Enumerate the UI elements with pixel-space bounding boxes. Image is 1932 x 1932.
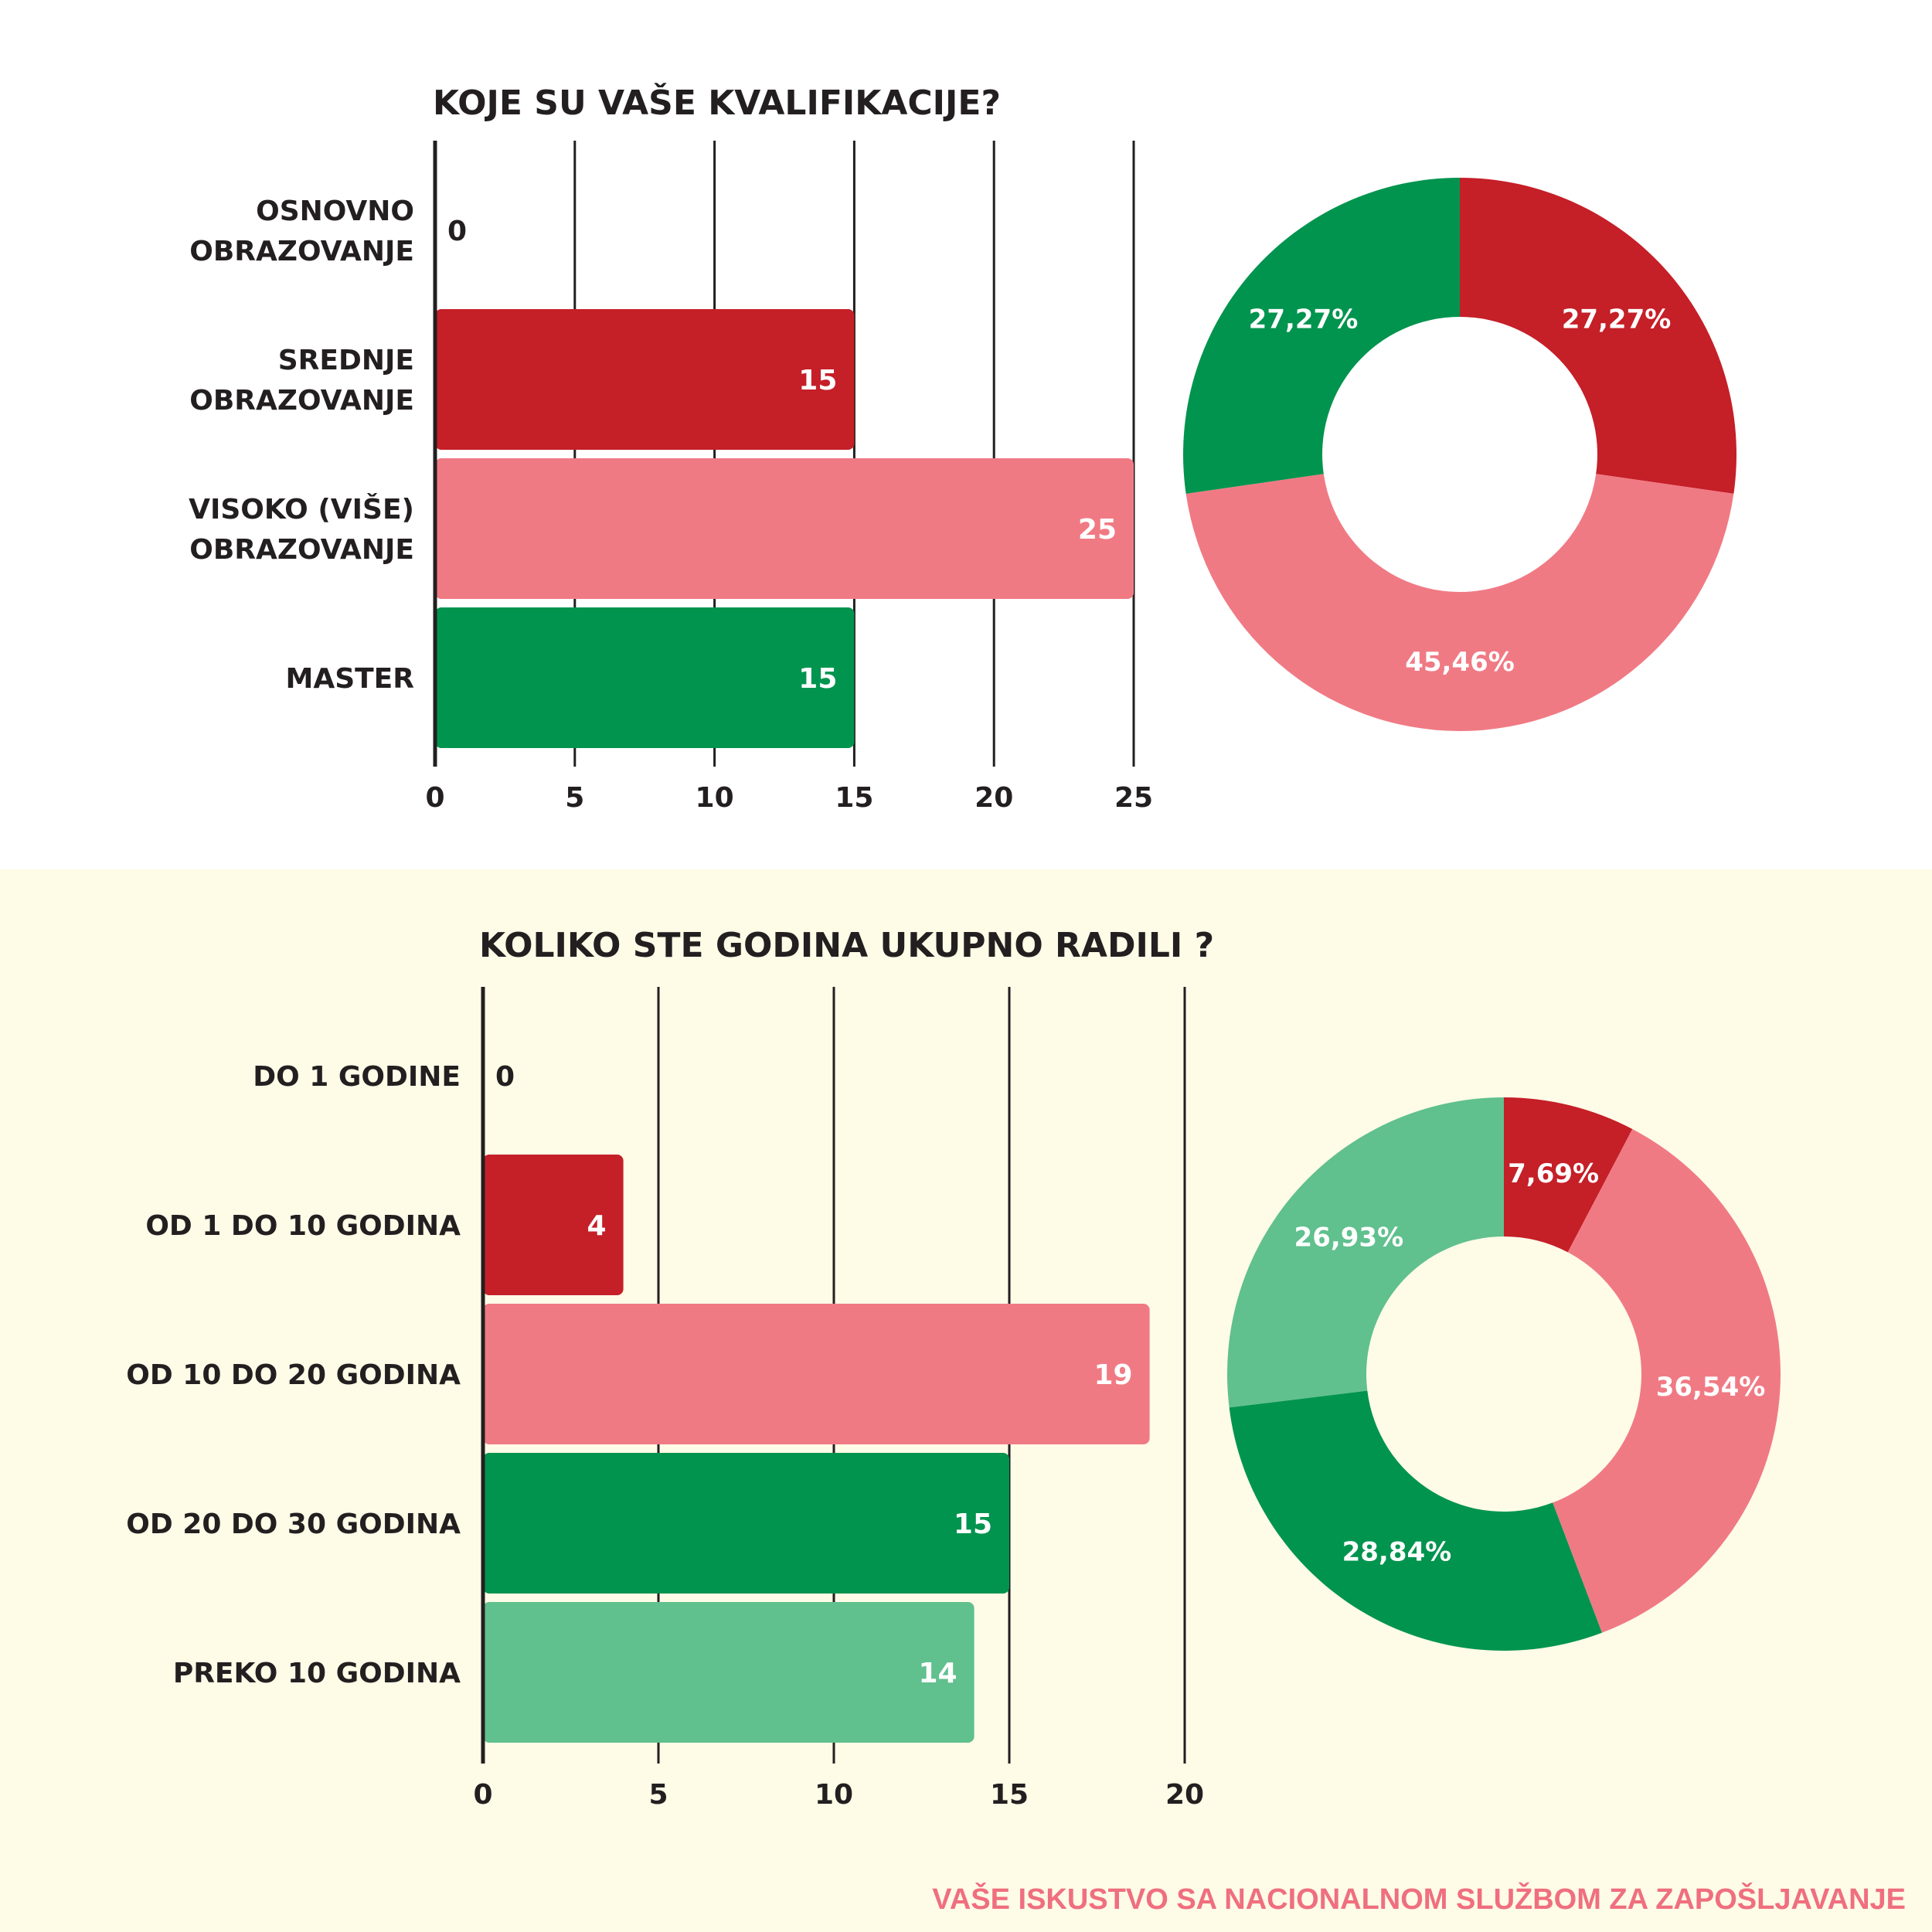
category-label: OBRAZOVANJE — [189, 534, 414, 566]
bar-value-label: 14 — [918, 1658, 957, 1689]
category-label: OD 1 DO 10 GODINA — [145, 1210, 461, 1242]
bar — [483, 1304, 1150, 1444]
donut-slice — [1504, 1097, 1633, 1253]
x-tick-label: 20 — [975, 782, 1013, 814]
bar-value-label: 0 — [447, 216, 467, 247]
bar-value-label: 19 — [1094, 1359, 1132, 1391]
bar-value-label: 15 — [798, 663, 837, 695]
x-tick-label: 20 — [1165, 1779, 1204, 1811]
qualifications-donut-chart: 27,27% 45,46% 27,27% — [1183, 178, 1736, 731]
work-years-bar-chart: KOLIKO STE GODINA UKUPNO RADILI ? 0 5 10 15 2… — [126, 926, 1214, 1811]
slice-percent-label: 28,84% — [1342, 1536, 1452, 1567]
bar-value-label: 4 — [587, 1210, 607, 1242]
donut-slice — [1229, 1390, 1602, 1651]
category-label: MASTER — [286, 663, 414, 695]
x-tick-label: 10 — [815, 1779, 853, 1811]
category-label: OSNOVNO — [256, 196, 414, 227]
bar-value-label: 0 — [495, 1061, 515, 1093]
slice-percent-label: 45,46% — [1405, 647, 1515, 678]
x-tick-label: 15 — [990, 1779, 1029, 1811]
chart-title: KOLIKO STE GODINA UKUPNO RADILI ? — [479, 926, 1214, 965]
slice-percent-label: 7,69% — [1508, 1158, 1599, 1189]
slice-percent-label: 27,27% — [1249, 304, 1359, 335]
category-label: VISOKO (VIŠE) — [189, 493, 414, 526]
bar — [435, 607, 855, 748]
donut-slice — [1227, 1097, 1504, 1408]
slice-percent-label: 27,27% — [1562, 304, 1672, 335]
category-label: DO 1 GODINE — [253, 1061, 461, 1093]
category-label: OD 10 DO 20 GODINA — [126, 1359, 461, 1391]
bar-value-label: 25 — [1078, 514, 1117, 546]
bar — [483, 1453, 1009, 1594]
chart-title: KOJE SU VAŠE KVALIFIKACIJE? — [433, 82, 1001, 123]
bar — [483, 1602, 975, 1743]
category-label: SREDNJE — [278, 345, 414, 376]
x-tick-label: 0 — [425, 782, 444, 814]
footer-caption: VAŠE ISKUSTVO SA NACIONALNOM SLUŽBOM ZA … — [932, 1883, 1906, 1916]
bar-value-label: 15 — [798, 365, 837, 396]
bar — [435, 458, 1134, 599]
x-tick-label: 5 — [648, 1779, 668, 1811]
x-tick-label: 25 — [1114, 782, 1153, 814]
x-tick-label: 10 — [696, 782, 734, 814]
category-label: PREKO 10 GODINA — [173, 1658, 461, 1689]
category-label: OBRAZOVANJE — [189, 385, 414, 417]
qualifications-bar-chart: KOJE SU VAŠE KVALIFIKACIJE? 0 5 10 15 20 25 0 OS… — [189, 82, 1153, 814]
x-tick-label: 5 — [565, 782, 584, 814]
slice-percent-label: 36,54% — [1656, 1372, 1766, 1403]
x-tick-label: 15 — [835, 782, 873, 814]
work-years-donut-chart: 7,69% 36,54% 28,84% 26,93% — [1227, 1097, 1781, 1651]
bar — [435, 309, 855, 450]
donut-slice — [1553, 1128, 1781, 1633]
slice-percent-label: 26,93% — [1294, 1222, 1404, 1253]
bar-value-label: 15 — [954, 1509, 992, 1540]
category-label: OD 20 DO 30 GODINA — [126, 1509, 461, 1540]
x-tick-label: 0 — [473, 1779, 492, 1811]
donut-slice — [1460, 178, 1736, 494]
donut-slice — [1185, 474, 1734, 731]
bar — [483, 1155, 624, 1295]
category-label: OBRAZOVANJE — [189, 236, 414, 267]
donut-slice — [1183, 178, 1460, 494]
